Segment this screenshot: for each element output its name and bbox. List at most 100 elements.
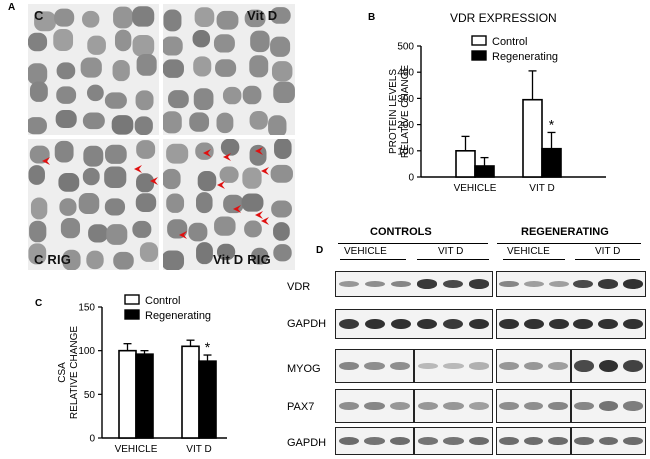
subgroup-regen-vehicle: VEHICLE bbox=[507, 246, 550, 257]
blot-band bbox=[499, 318, 520, 330]
micrograph-label-vitd: Vit D bbox=[247, 8, 278, 23]
blot-band bbox=[574, 401, 594, 411]
bar-regenerating-vit-d bbox=[198, 360, 217, 439]
underline-c-vitd bbox=[417, 259, 489, 260]
blot-band bbox=[389, 361, 411, 371]
red-arrow-marker bbox=[255, 211, 263, 219]
blot-band bbox=[598, 279, 618, 289]
blot-band bbox=[622, 279, 643, 289]
significance-marker: * bbox=[205, 339, 211, 355]
blot-image bbox=[496, 271, 646, 297]
csa-chart: 0 50 100 150 CSA RELATIVE CHANGE VEHICLE * VIT D… bbox=[57, 294, 227, 455]
red-arrow-marker bbox=[42, 157, 50, 165]
blot-band bbox=[443, 362, 464, 370]
blot-label-myog: MYOG bbox=[287, 363, 321, 375]
y-tick-label: 100 bbox=[397, 146, 414, 157]
blot-band bbox=[598, 359, 619, 373]
red-arrow-marker bbox=[261, 217, 269, 225]
y-tick-label: 400 bbox=[397, 68, 414, 79]
blot-band bbox=[442, 318, 464, 330]
blot-label-pax7: PAX7 bbox=[287, 401, 315, 413]
blot-band bbox=[468, 362, 490, 370]
subgroup-controls-vitd: VIT D bbox=[438, 246, 464, 257]
group-header-regenerating: REGENERATING bbox=[521, 226, 609, 238]
blot-image bbox=[496, 389, 571, 423]
blot-band bbox=[364, 280, 386, 288]
blot-band bbox=[623, 360, 643, 372]
legend-label: Regenerating bbox=[145, 310, 211, 322]
red-arrow-marker bbox=[150, 177, 158, 185]
x-tick-label: VIT D bbox=[186, 444, 211, 455]
blot-image bbox=[496, 427, 571, 455]
blot-band bbox=[523, 361, 544, 371]
panel-d-label: D bbox=[316, 245, 324, 256]
micrograph-label-c: C bbox=[34, 8, 44, 23]
blot-band bbox=[417, 401, 439, 411]
blot-band bbox=[598, 436, 619, 446]
blot-band bbox=[468, 318, 490, 330]
bar-regenerating-vit-d bbox=[541, 147, 562, 178]
blot-band bbox=[390, 318, 412, 330]
legend-swatch bbox=[124, 309, 140, 320]
bar-control-vit-d bbox=[181, 345, 200, 439]
blot-band bbox=[338, 318, 360, 330]
y-tick-label: 500 bbox=[397, 42, 414, 53]
blot-band bbox=[573, 279, 594, 289]
micrograph-control bbox=[28, 4, 159, 135]
blot-band bbox=[364, 361, 385, 371]
y-tick-label: 150 bbox=[78, 303, 95, 314]
blot-band bbox=[574, 436, 594, 446]
blot-band bbox=[364, 318, 386, 330]
blot-band bbox=[443, 401, 464, 411]
subgroup-regen-vitd: VIT D bbox=[595, 246, 621, 257]
red-arrow-marker bbox=[217, 181, 225, 189]
blot-image bbox=[496, 309, 646, 339]
bar-regenerating-vehicle bbox=[135, 353, 154, 439]
underline-r-vitd bbox=[575, 259, 640, 260]
blot-band bbox=[338, 280, 360, 288]
red-arrow-marker bbox=[179, 231, 187, 239]
underline-r-vehicle bbox=[503, 259, 565, 260]
blot-band bbox=[548, 318, 569, 330]
blot-band bbox=[499, 401, 519, 411]
blot-band bbox=[499, 361, 519, 371]
y-axis-label: PROTEIN LEVELS bbox=[388, 69, 399, 154]
y-axis-label: CSA bbox=[57, 362, 68, 383]
blot-band bbox=[524, 281, 544, 287]
blot-band bbox=[598, 318, 618, 330]
blot-label-gapdh-2: GAPDH bbox=[287, 437, 327, 449]
legend-label: Regenerating bbox=[492, 51, 558, 63]
blot-label-gapdh-1: GAPDH bbox=[287, 318, 327, 330]
blot-image bbox=[414, 427, 493, 455]
blot-image bbox=[335, 349, 414, 383]
blot-image bbox=[496, 349, 571, 383]
y-tick-label: 50 bbox=[84, 390, 96, 401]
blot-band bbox=[548, 362, 568, 370]
blot-image bbox=[414, 349, 493, 383]
blot-band bbox=[390, 280, 412, 288]
blot-band bbox=[468, 436, 490, 446]
blot-band bbox=[338, 436, 360, 446]
group-header-controls: CONTROLS bbox=[370, 226, 432, 238]
legend-label: Control bbox=[145, 295, 180, 307]
blot-band bbox=[499, 436, 519, 446]
blot-band bbox=[622, 318, 643, 330]
blot-image bbox=[571, 389, 646, 423]
blot-image bbox=[571, 349, 646, 383]
blot-band bbox=[389, 401, 411, 411]
blot-band bbox=[524, 318, 544, 330]
micrograph-label-vitd-rig: Vit D RIG bbox=[213, 252, 271, 267]
blot-image bbox=[335, 389, 414, 423]
y-axis-label: RELATIVE CHANGE bbox=[400, 65, 411, 158]
blot-band bbox=[443, 437, 464, 445]
blot-band bbox=[338, 361, 360, 371]
y-axis-label: RELATIVE CHANGE bbox=[69, 326, 80, 419]
underline-c-vehicle bbox=[340, 259, 406, 260]
chart-title: VDR EXPRESSION bbox=[450, 11, 557, 25]
blot-band bbox=[499, 280, 520, 288]
micrograph-control-rig bbox=[28, 139, 159, 270]
red-arrow-marker bbox=[233, 205, 241, 213]
regenerating-underline bbox=[497, 243, 641, 244]
blot-image bbox=[414, 389, 493, 423]
blot-band bbox=[523, 401, 544, 411]
